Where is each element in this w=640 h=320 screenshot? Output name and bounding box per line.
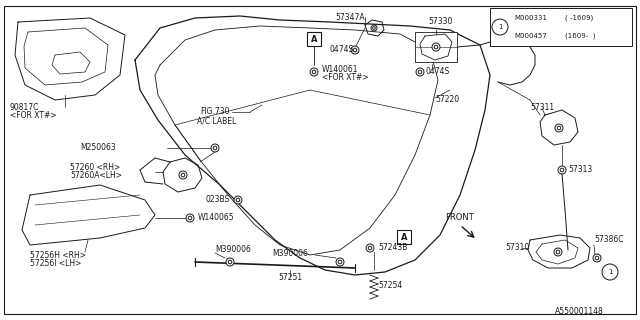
Text: 90817C: 90817C	[10, 102, 40, 111]
Circle shape	[602, 264, 618, 280]
Text: 57243B: 57243B	[378, 244, 408, 252]
Text: M390006: M390006	[215, 245, 251, 254]
Circle shape	[236, 198, 240, 202]
Text: ( -1609): ( -1609)	[565, 15, 593, 21]
Circle shape	[416, 68, 424, 76]
Text: 57220: 57220	[435, 95, 459, 105]
Circle shape	[368, 246, 372, 250]
Text: 0474S: 0474S	[426, 68, 451, 76]
Circle shape	[492, 19, 508, 35]
Text: A/C LABEL: A/C LABEL	[197, 116, 236, 125]
Circle shape	[555, 124, 563, 132]
Circle shape	[226, 258, 234, 266]
Text: A: A	[401, 233, 407, 242]
Text: M390006: M390006	[272, 249, 308, 258]
Bar	[490, 8, 632, 46]
Circle shape	[188, 216, 192, 220]
Circle shape	[366, 244, 374, 252]
Circle shape	[418, 70, 422, 74]
Circle shape	[557, 126, 561, 130]
Text: (1609-  ): (1609- )	[565, 33, 595, 39]
Text: 57256I <LH>: 57256I <LH>	[30, 260, 81, 268]
Circle shape	[593, 254, 601, 262]
Circle shape	[228, 260, 232, 264]
Text: 57310: 57310	[505, 244, 529, 252]
Text: FIG.730: FIG.730	[200, 108, 230, 116]
Circle shape	[310, 68, 318, 76]
Text: 57313: 57313	[568, 165, 592, 174]
Circle shape	[558, 166, 566, 174]
Text: W140061: W140061	[322, 65, 358, 74]
Bar	[397, 230, 411, 244]
Circle shape	[181, 173, 185, 177]
Circle shape	[560, 168, 564, 172]
Text: 57256H <RH>: 57256H <RH>	[30, 251, 86, 260]
Text: 57260 <RH>: 57260 <RH>	[70, 163, 120, 172]
Circle shape	[338, 260, 342, 264]
Text: M000331: M000331	[514, 15, 547, 21]
Text: 57386C: 57386C	[594, 236, 623, 244]
Circle shape	[234, 196, 242, 204]
Circle shape	[372, 27, 375, 29]
Circle shape	[554, 248, 562, 256]
Circle shape	[595, 256, 599, 260]
Text: 57347A: 57347A	[335, 12, 365, 21]
Circle shape	[211, 144, 219, 152]
Text: 1: 1	[498, 24, 502, 30]
Circle shape	[432, 43, 440, 51]
Text: A550001148: A550001148	[555, 308, 604, 316]
Text: 023BS: 023BS	[205, 196, 229, 204]
Circle shape	[371, 25, 377, 31]
Text: 57254: 57254	[378, 281, 403, 290]
Text: 0474S: 0474S	[330, 45, 355, 54]
Text: 57260A<LH>: 57260A<LH>	[70, 172, 122, 180]
Bar	[415, 32, 457, 62]
Circle shape	[312, 70, 316, 74]
Circle shape	[179, 171, 187, 179]
Circle shape	[556, 250, 560, 254]
Text: <FOR XT#>: <FOR XT#>	[322, 74, 369, 83]
Circle shape	[336, 258, 344, 266]
Bar	[307, 32, 321, 46]
Text: <FOR XT#>: <FOR XT#>	[10, 111, 56, 121]
Text: 57330: 57330	[428, 18, 452, 27]
Circle shape	[434, 45, 438, 49]
Text: M000457: M000457	[514, 33, 547, 39]
Text: 1: 1	[608, 269, 612, 275]
Circle shape	[213, 146, 217, 150]
Text: FRONT: FRONT	[445, 213, 474, 222]
Text: W140065: W140065	[198, 213, 235, 222]
Circle shape	[353, 48, 357, 52]
Text: 57311: 57311	[530, 103, 554, 113]
Text: M250063: M250063	[80, 143, 116, 153]
Circle shape	[186, 214, 194, 222]
Circle shape	[351, 46, 359, 54]
Text: A: A	[311, 35, 317, 44]
Text: 57251: 57251	[278, 274, 302, 283]
